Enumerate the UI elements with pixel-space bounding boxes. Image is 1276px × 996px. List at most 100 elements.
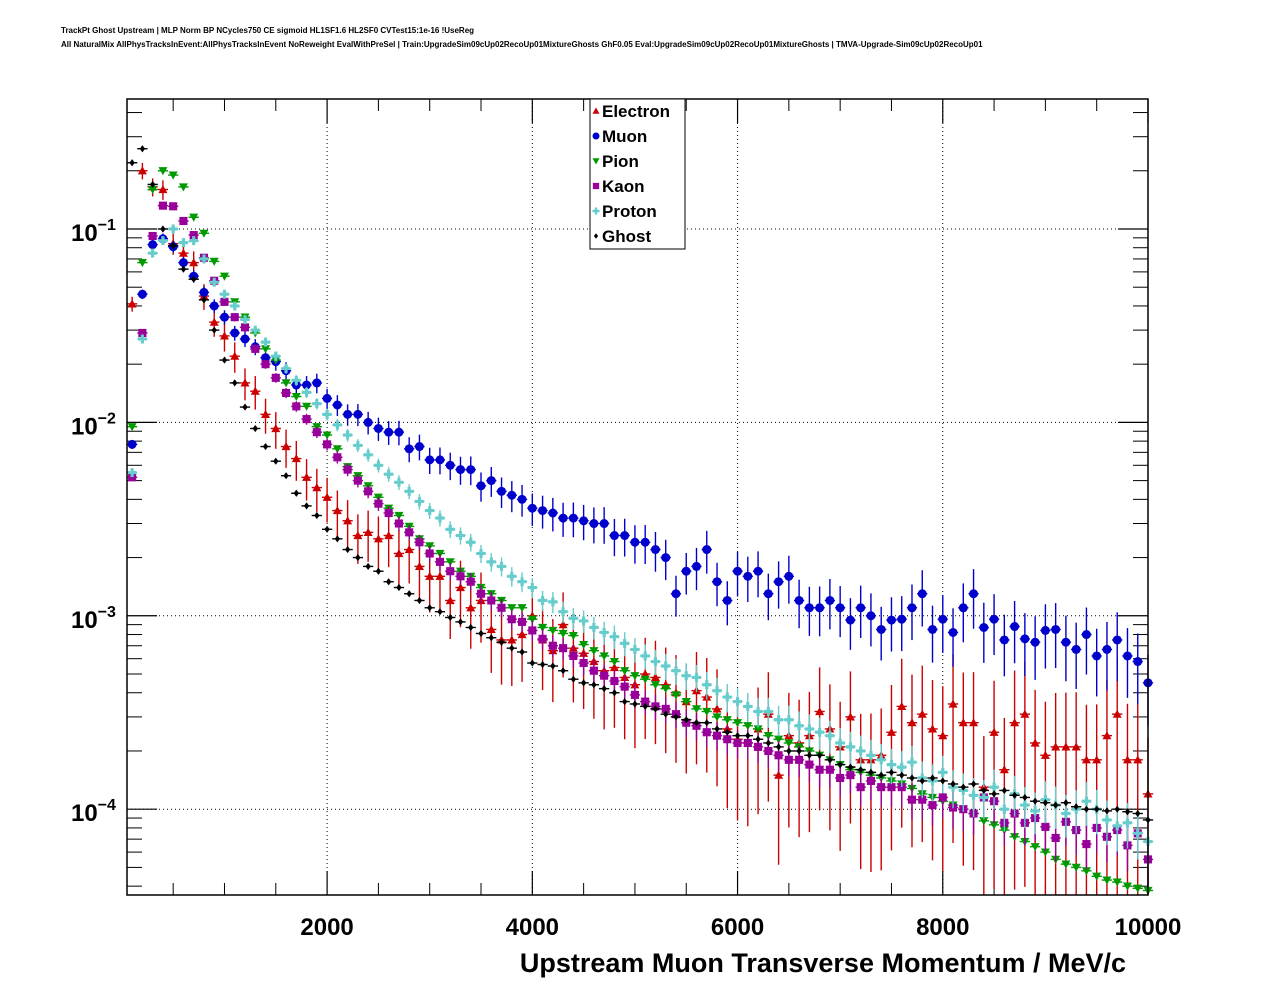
marker-proton: [148, 248, 158, 258]
series-layer: [127, 145, 1154, 895]
marker-kaon: [592, 182, 600, 190]
marker-proton: [230, 301, 240, 311]
marker-ghost: [129, 159, 135, 167]
marker-ghost: [221, 356, 228, 364]
marker-kaon: [128, 473, 137, 482]
marker-ghost: [1042, 799, 1049, 807]
marker-kaon: [784, 755, 793, 764]
marker-kaon: [897, 783, 906, 792]
marker-ghost: [806, 751, 813, 759]
marker-kaon: [1082, 840, 1091, 849]
marker-pion: [784, 739, 794, 748]
marker-ghost: [919, 777, 925, 785]
marker-ghost: [478, 629, 484, 638]
marker-proton: [835, 738, 845, 748]
marker-kaon: [138, 328, 147, 338]
marker-ghost: [632, 700, 638, 708]
marker-ghost: [324, 525, 330, 533]
marker-proton: [445, 524, 455, 534]
marker-kaon: [774, 751, 783, 760]
marker-muon: [312, 378, 322, 388]
marker-electron: [1040, 750, 1050, 759]
marker-ghost: [406, 590, 412, 598]
marker-proton: [322, 409, 332, 419]
marker-ghost: [734, 732, 741, 740]
marker-pion: [1081, 867, 1091, 876]
marker-proton: [568, 613, 578, 623]
marker-muon: [527, 503, 537, 513]
marker-ghost: [262, 442, 269, 451]
marker-kaon: [476, 589, 486, 598]
y-tick-labels: 10−1 10−2 10−3 10−4: [71, 217, 116, 827]
marker-muon: [640, 537, 650, 547]
marker-proton: [856, 746, 866, 756]
marker-muon: [774, 577, 784, 587]
marker-proton: [753, 706, 763, 716]
marker-proton: [579, 616, 589, 626]
marker-electron: [178, 248, 188, 257]
marker-proton: [404, 486, 414, 496]
marker-pion: [445, 558, 455, 567]
marker-kaon: [466, 577, 475, 586]
marker-muon: [712, 577, 722, 587]
marker-electron: [466, 603, 476, 612]
marker-muon: [127, 439, 137, 449]
marker-ghost: [786, 747, 792, 755]
marker-ghost: [765, 739, 772, 747]
marker-muon: [363, 417, 373, 427]
marker-proton: [548, 597, 558, 607]
marker-proton: [137, 334, 147, 344]
marker-proton: [825, 731, 835, 741]
marker-ghost: [344, 545, 351, 554]
marker-ghost: [211, 326, 217, 334]
marker-proton: [630, 644, 640, 654]
marker-ghost: [447, 613, 453, 622]
marker-electron: [507, 635, 517, 644]
marker-ghost: [539, 660, 546, 669]
marker-muon: [630, 537, 640, 547]
marker-proton: [845, 742, 855, 752]
marker-ghost: [334, 535, 341, 543]
marker-ghost: [642, 702, 648, 710]
marker-proton: [1061, 808, 1071, 818]
marker-pion: [568, 631, 578, 641]
marker-proton: [486, 557, 496, 567]
marker-kaon: [548, 641, 557, 650]
marker-proton: [979, 792, 989, 802]
marker-ghost: [857, 766, 864, 774]
marker-electron: [989, 727, 999, 736]
marker-kaon: [333, 453, 342, 462]
marker-muon: [928, 624, 938, 634]
marker-electron: [1061, 742, 1071, 751]
marker-pion: [507, 604, 517, 613]
marker-electron: [209, 317, 219, 326]
legend-label: Electron: [602, 102, 670, 121]
marker-kaon: [415, 538, 424, 547]
marker-muon: [558, 513, 568, 523]
marker-ghost: [663, 710, 669, 718]
marker-muon: [661, 553, 671, 563]
marker-proton: [661, 661, 671, 671]
marker-electron: [928, 724, 938, 733]
marker-electron: [592, 107, 600, 114]
marker-muon: [671, 589, 681, 599]
legend-entry-ghost: Ghost: [593, 227, 651, 246]
marker-kaon: [446, 567, 455, 576]
legend-label: Pion: [602, 152, 639, 171]
marker-muon: [240, 334, 250, 344]
marker-proton: [1133, 828, 1143, 838]
marker-electron: [774, 770, 784, 779]
marker-ghost: [847, 763, 854, 771]
marker-ghost: [878, 771, 884, 779]
marker-kaon: [261, 360, 270, 369]
chart-subtitle: All NaturalMix AllPhysTracksInEvent:AllP…: [61, 40, 983, 49]
marker-muon: [969, 589, 979, 599]
marker-electron: [137, 166, 147, 175]
marker-ghost: [1022, 793, 1028, 802]
marker-muon: [302, 380, 312, 390]
marker-muon: [989, 614, 999, 624]
marker-muon: [599, 519, 609, 529]
marker-kaon: [179, 216, 188, 226]
marker-muon: [592, 132, 600, 140]
